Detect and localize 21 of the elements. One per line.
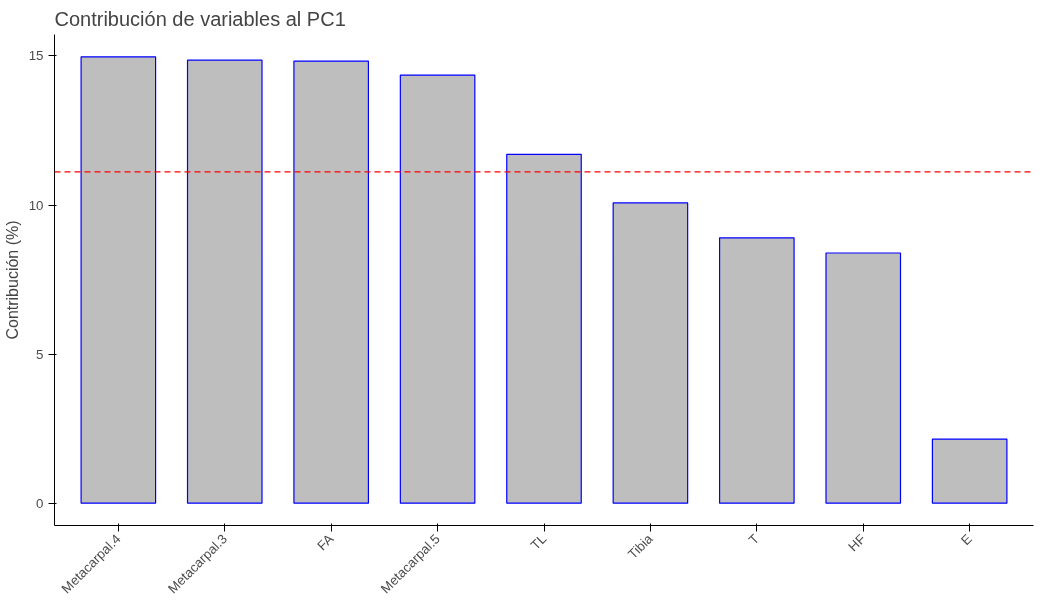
bar xyxy=(612,202,689,504)
bar xyxy=(80,56,157,504)
x-tick-label: FA xyxy=(314,531,337,554)
x-tick-label: E xyxy=(958,531,976,549)
x-tick-label: Tibia xyxy=(625,530,657,562)
y-tick-label: 0 xyxy=(36,495,44,511)
x-tick-label: HF xyxy=(845,531,869,555)
bar xyxy=(718,237,795,504)
bar xyxy=(825,252,902,504)
y-tick-label: 15 xyxy=(28,48,44,64)
x-tick-label: T xyxy=(745,531,763,548)
y-tick-label: 10 xyxy=(28,197,44,213)
y-tick-label: 5 xyxy=(36,346,44,362)
bar xyxy=(186,59,263,504)
bar xyxy=(399,74,476,504)
bar xyxy=(293,60,370,504)
bar xyxy=(931,438,1008,504)
chart-title: Contribución de variables al PC1 xyxy=(54,7,346,30)
x-tick-label: TL xyxy=(527,531,550,553)
bar xyxy=(506,153,582,504)
y-axis-title: Contribución (%) xyxy=(3,220,21,340)
